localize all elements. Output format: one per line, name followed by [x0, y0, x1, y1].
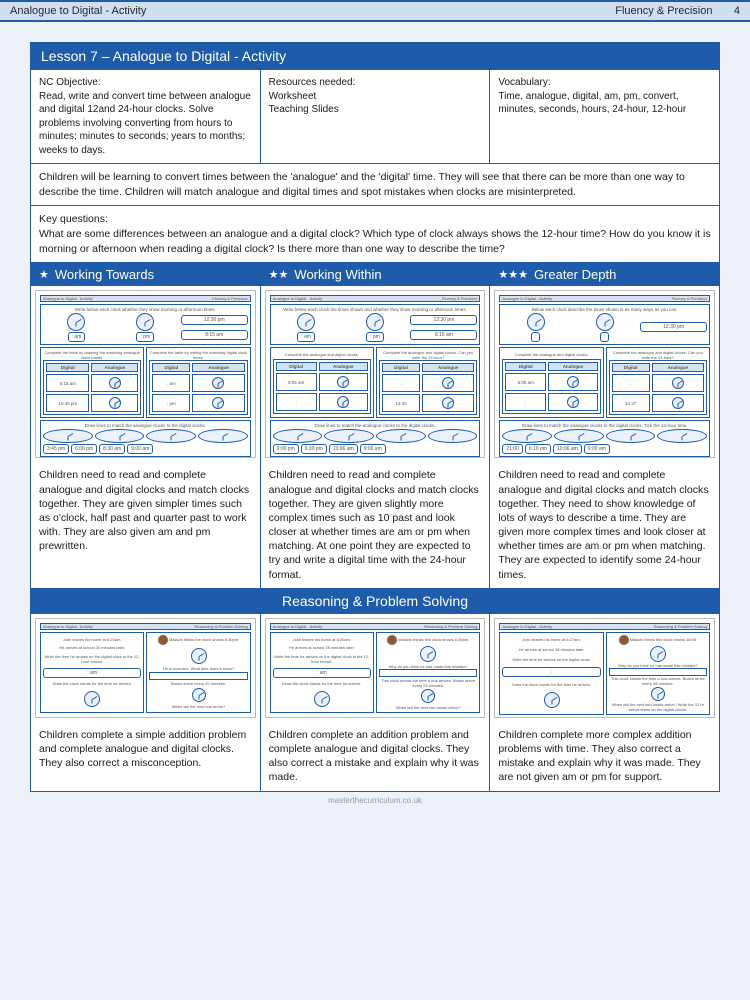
towards-title: Working Towards — [55, 267, 154, 282]
reasoning-levels: Analogue to Digital - ActivityReasoning … — [30, 614, 720, 792]
col-towards: ★ Working Towards Analogue to Digital - … — [31, 263, 261, 587]
lesson-title: Lesson 7 – Analogue to Digital - Activit… — [30, 42, 720, 70]
worksheet-thumb-towards: Analogue to Digital - ActivityFluency & … — [35, 290, 256, 458]
reasoning-col-towards: Analogue to Digital - ActivityReasoning … — [31, 614, 261, 791]
star-icon: ★★★ — [498, 268, 528, 281]
reasoning-towards-text: Children complete a simple addition prob… — [31, 722, 260, 791]
header-left: Analogue to Digital - Activity — [10, 5, 146, 17]
reasoning-thumb-depth: Analogue to Digital - ActivityReasoning … — [494, 618, 715, 718]
objective-cell: NC Objective: Read, write and convert ti… — [31, 70, 261, 163]
reasoning-thumb-within: Analogue to Digital - ActivityReasoning … — [265, 618, 486, 718]
worksheet-thumb-within: Analogue to Digital - ActivityFluency & … — [265, 290, 486, 458]
description: Children will be learning to convert tim… — [30, 164, 720, 206]
fluency-levels: ★ Working Towards Analogue to Digital - … — [30, 263, 720, 588]
reasoning-title: Reasoning & Problem Solving — [30, 589, 720, 614]
star-icon: ★ — [39, 268, 49, 281]
towards-text: Children need to read and complete analo… — [31, 462, 260, 587]
resources-cell: Resources needed: Worksheet Teaching Sli… — [261, 70, 491, 163]
reasoning-within-text: Children complete an addition problem an… — [261, 722, 490, 791]
header-right: Fluency & Precision 4 — [615, 5, 740, 17]
key-questions-box: Key questions: What are some differences… — [30, 206, 720, 263]
resources-label: Resources needed: — [269, 77, 356, 88]
page-header: Analogue to Digital - Activity Fluency &… — [0, 0, 750, 22]
key-questions-text: What are some differences between an ana… — [39, 228, 711, 255]
resources-text: Worksheet Teaching Slides — [269, 91, 339, 116]
key-questions-label: Key questions: — [39, 213, 108, 225]
reasoning-depth-text: Children complete more complex addition … — [490, 722, 719, 791]
depth-header: ★★★ Greater Depth — [490, 263, 719, 286]
towards-header: ★ Working Towards — [31, 263, 260, 286]
within-header: ★★ Working Within — [261, 263, 490, 286]
within-text: Children need to read and complete analo… — [261, 462, 490, 587]
depth-title: Greater Depth — [534, 267, 616, 282]
footer: masterthecurriculum.co.uk — [30, 796, 720, 805]
main-content: Lesson 7 – Analogue to Digital - Activit… — [0, 22, 750, 825]
vocab-cell: Vocabulary: Time, analogue, digital, am,… — [490, 70, 719, 163]
worksheet-thumb-depth: Analogue to Digital - ActivityFluency & … — [494, 290, 715, 458]
within-title: Working Within — [294, 267, 381, 282]
col-depth: ★★★ Greater Depth Analogue to Digital - … — [490, 263, 719, 587]
col-within: ★★ Working Within Analogue to Digital - … — [261, 263, 491, 587]
reasoning-col-within: Analogue to Digital - ActivityReasoning … — [261, 614, 491, 791]
info-row: NC Objective: Read, write and convert ti… — [30, 70, 720, 164]
reasoning-col-depth: Analogue to Digital - ActivityReasoning … — [490, 614, 719, 791]
star-icon: ★★ — [269, 268, 289, 281]
depth-text: Children need to read and complete analo… — [490, 462, 719, 587]
reasoning-thumb-towards: Analogue to Digital - ActivityReasoning … — [35, 618, 256, 718]
vocab-label: Vocabulary: — [498, 77, 550, 88]
vocab-text: Time, analogue, digital, am, pm, convert… — [498, 91, 686, 116]
objective-label: NC Objective: — [39, 77, 101, 88]
objective-text: Read, write and convert time between ana… — [39, 91, 251, 156]
